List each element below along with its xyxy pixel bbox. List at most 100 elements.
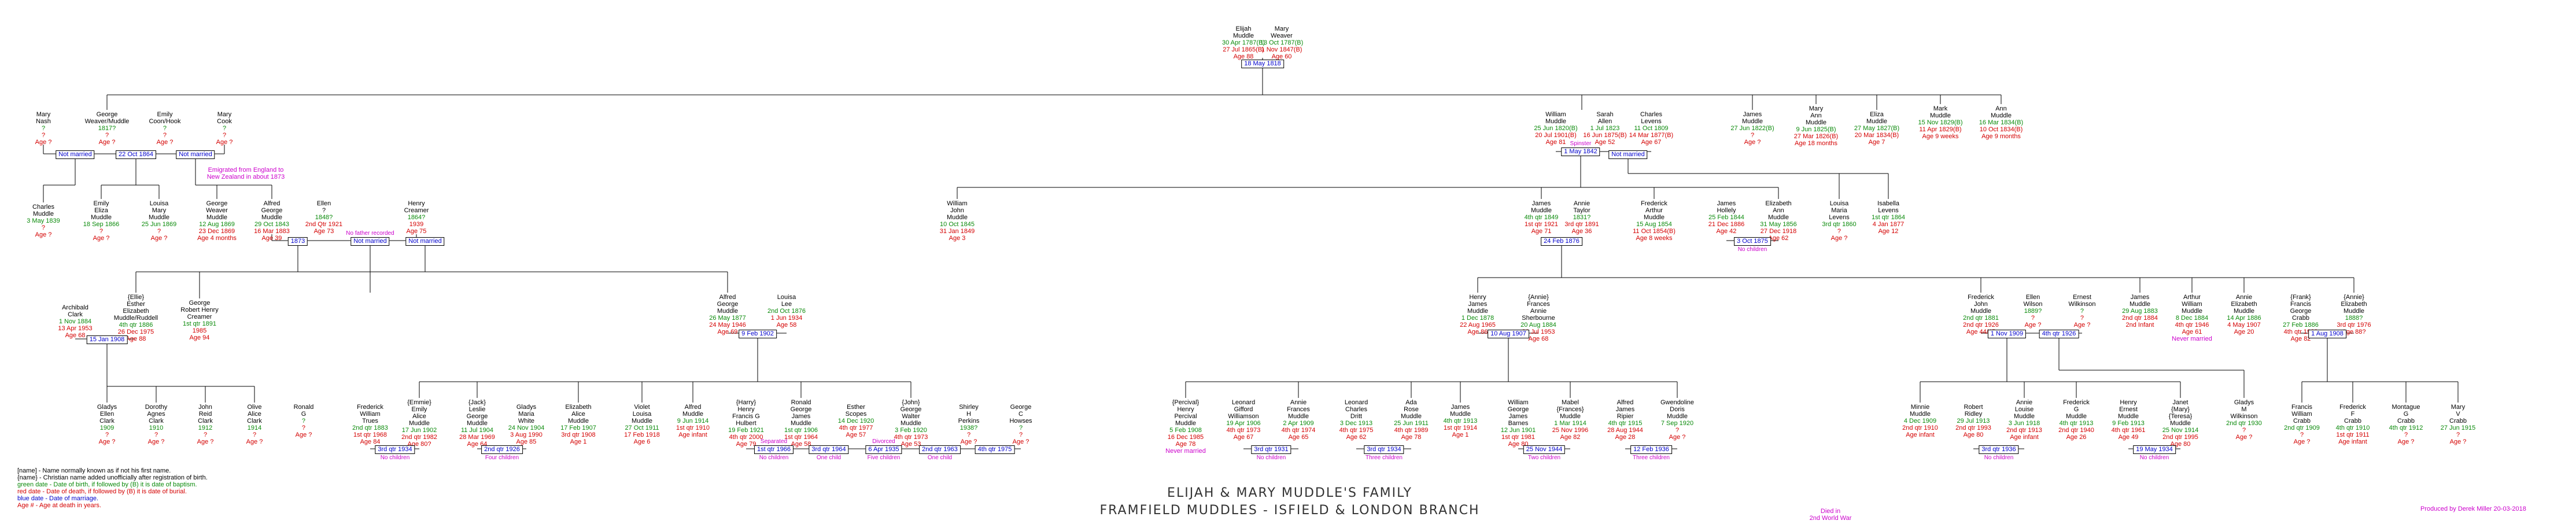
person-line: Muddle — [1175, 420, 1197, 427]
person-line: {John} — [902, 399, 920, 406]
marriage-box-m_archibald_ellie: 15 Jan 1908 — [86, 335, 128, 344]
person-robert_ridley: Robert Ridley 29 Jul 1913 2nd qtr 1993 Age 8… — [1955, 404, 1991, 438]
person-line: ? — [163, 132, 167, 139]
person-line: 11 Apr 1829(B) — [1919, 126, 1962, 133]
marriage-box-m_fred_ellen: 1 Nov 1909 — [1987, 330, 2027, 338]
person-line: Age 94 — [189, 334, 210, 341]
person-elizabeth_ann: Elizabeth Ann Muddle 31 May 1856 27 Dec 1918… — [1760, 200, 1797, 242]
person-line: Muddle — [1866, 118, 1888, 125]
person-frederick_g: Frederick G Muddle 4th qtr 1913 2nd qtr 1940… — [2058, 399, 2094, 441]
person-line: Alice — [248, 411, 261, 418]
person-line: 11 Oct 1854(B) — [1633, 228, 1675, 235]
person-line: Sherbourne — [1522, 315, 1555, 322]
person-line: 1st qtr 1911 — [2336, 431, 2370, 438]
person-line: 3 Dec 1913 — [1339, 420, 1373, 427]
person-line: Dorothy — [145, 404, 168, 411]
person-line: Age 58 — [776, 322, 797, 329]
person-line: ? — [1675, 427, 1680, 434]
person-line: 4th qtr 1913 — [1443, 418, 1478, 425]
marriage-box-m_fwt_emmie: 3rd qtr 1934 — [375, 445, 415, 454]
person-line: Levens — [1829, 214, 1850, 221]
person-gwendoline: Gwendoline Doris Muddle 7 Sep 1920? Age ? — [1660, 399, 1694, 441]
person-line: Muddle — [1559, 413, 1581, 420]
person-line: Annie — [2016, 399, 2033, 406]
person-line: 1 Dec 1878 — [1461, 315, 1494, 322]
person-line: William — [360, 411, 381, 418]
marriage-box-m_henry_janet: 19 May 1934 — [2133, 445, 2176, 454]
person-line: Frederick — [1968, 294, 1994, 301]
person-line: ? — [41, 132, 46, 139]
person-line: 23 Dec 1869 — [198, 228, 235, 235]
person-line: ? — [2031, 315, 2035, 322]
legend-row: green date - Date of birth, if followed … — [17, 481, 197, 488]
person-line: 1864? — [407, 214, 426, 221]
person-gladys_ellen: Gladys Ellen Clark 1909? Age ? — [97, 404, 117, 445]
person-line: Barnes — [1508, 420, 1529, 427]
person-line: 27 Oct 1911 — [625, 425, 659, 431]
person-line: ? — [105, 132, 109, 139]
person-line: Muddle — [1643, 214, 1665, 221]
person-gladys_white: Gladys Maria White 24 Nov 1904 3 Aug 1990 Age… — [508, 404, 544, 445]
person-line: Age 65 — [1288, 434, 1309, 441]
person-line: 20 Aug 1884 — [1520, 322, 1556, 329]
person-olive_alice: Olive Alice Clark 1914? Age ? — [246, 404, 263, 445]
person-line: Muddle — [90, 214, 112, 221]
person-line: Muddle — [946, 214, 968, 221]
person-alfred_gm2: Alfred George Muddle 26 May 1877 24 May 1946… — [709, 294, 746, 335]
person-ellie_esther: {Ellie} Esther Elizabeth Muddle/Ruddell 4th … — [114, 294, 158, 342]
person-line: Age 7 — [1868, 139, 1885, 146]
person-shirley: Shirley H Perkins 1938?? Age ? — [958, 404, 980, 445]
person-harry_henry: {Harry} Henry Francis G Hulbert 19 Feb 1921 4… — [728, 399, 764, 448]
person-emily_eliza: Emily Eliza Muddle 18 Sep 1866? Age ? — [83, 200, 119, 242]
person-line: Arthur — [2183, 294, 2201, 301]
person-line: James — [791, 413, 811, 420]
person-line: Elizabeth — [565, 404, 592, 411]
person-line: 2nd qtr 1883 — [352, 425, 388, 431]
person-mark_m: Mark Muddle 15 Nov 1829(B) 11 Apr 1829(B) Ag… — [1918, 105, 1962, 140]
marriage-box-m_sarah_charles: Not married — [1608, 150, 1648, 159]
person-line: 1938? — [959, 425, 978, 431]
person-line: 1 Nov 1884 — [58, 318, 92, 325]
person-line: Age ? — [1012, 438, 1029, 445]
person-line: Charles — [1640, 111, 1662, 118]
person-line: Leonard — [1344, 399, 1368, 406]
person-louisa_lee: Louisa Lee 2nd Oct 1876 1 Jun 1934 Age 58 — [767, 294, 806, 329]
chart-title: ELIJAH & MARY MUDDLE'S FAMILY FRAMFIELD … — [925, 485, 1654, 519]
person-line: Ronald — [293, 404, 314, 411]
marriage-box-m_henry_annie: 10 Aug 1907 — [1488, 330, 1529, 338]
person-line: 1st qtr 1910 — [676, 425, 710, 431]
person-line: Mary — [36, 111, 51, 118]
person-mary_weaver: Mary Weaver 13 Oct 1787(B) 1 Nov 1847(B) Age… — [1260, 25, 1304, 60]
person-mary_crabb: Mary V Crabb 27 Jun 1915? Age ? — [2441, 404, 2476, 445]
person-line: Ada — [1405, 399, 1417, 406]
person-line: Muddle — [261, 214, 283, 221]
person-line: Trues — [362, 418, 378, 425]
marriage-box-m_robert_annie: 3rd qtr 1936 — [1979, 445, 2019, 454]
person-line: Muddle — [2129, 301, 2151, 308]
marriage-children-note: Three children — [1633, 455, 1670, 461]
person-line: Crabb — [2397, 418, 2415, 425]
person-line: 2nd Oct 1876 — [767, 308, 806, 315]
person-line: 17 Feb 1907 — [560, 425, 596, 431]
person-line: Muddle — [631, 418, 653, 425]
person-line: 2nd qtr 1926 — [1963, 322, 1999, 329]
person-line: Shirley — [959, 404, 979, 411]
person-line: 1848? — [315, 214, 333, 221]
person-line: {Teresa} — [2168, 413, 2193, 420]
person-line: ? — [2080, 315, 2084, 322]
person-line: 28 Aug 1944 — [1607, 427, 1643, 434]
person-line: 12 Aug 1869 — [199, 221, 235, 228]
person-line: Age infant — [678, 431, 707, 438]
person-line: Weaver — [206, 207, 228, 214]
marriage-box-m_esther_john: 6 Apr 1935 — [865, 445, 902, 454]
person-line: 8 Dec 1884 — [2175, 315, 2209, 322]
person-line: Gladys — [516, 404, 537, 411]
marriage-box-m_nash: Not married — [56, 150, 95, 159]
person-line: Age 75 — [406, 228, 427, 235]
person-line: 1914 — [247, 425, 262, 431]
legend-row: {name} - Christian name added unofficial… — [17, 474, 208, 481]
marriage-children-note: Five children — [867, 455, 901, 461]
person-line: Lee — [781, 301, 792, 308]
person-line: John — [198, 404, 212, 411]
marriage-note: No father recorded — [346, 230, 394, 237]
